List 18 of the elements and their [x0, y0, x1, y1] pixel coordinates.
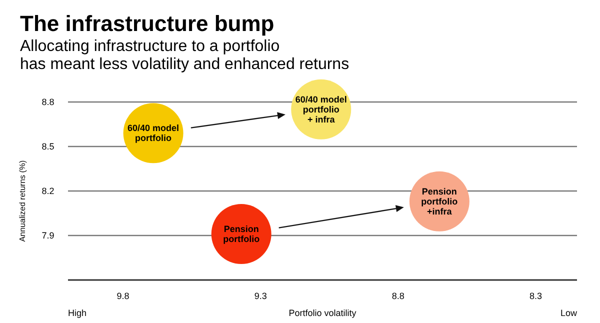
x-tick-label: 9.3 [254, 291, 267, 301]
y-tick-label: 8.8 [42, 97, 54, 108]
y-tick-label: 8.5 [42, 142, 54, 152]
y-tick-label: 8.2 [42, 186, 54, 196]
y-tick-label: 7.9 [42, 230, 54, 241]
x-tick-label: 9.8 [116, 291, 130, 301]
series-label: 60/40 model portfolio [128, 123, 180, 144]
text: Low [560, 308, 578, 318]
series-label: 60/40 model portfolio + infra [295, 94, 347, 124]
x-axis-title: Portfolio volatility [288, 308, 357, 318]
text: High [68, 308, 87, 318]
x-tick-label: 8.3 [529, 291, 542, 301]
y-axis-title: Annualized returns (%) [18, 160, 27, 242]
series-label: Pension portfolio [223, 224, 260, 244]
chart-subtitle: Allocating infrastructure to a portfolio has meant less volatility and enhanced returns [20, 38, 350, 73]
x-tick-label: 8.8 [392, 291, 404, 301]
series-label: Pension portfolio +infra [421, 186, 458, 216]
chart-title: The infrastructure bump [20, 11, 274, 36]
